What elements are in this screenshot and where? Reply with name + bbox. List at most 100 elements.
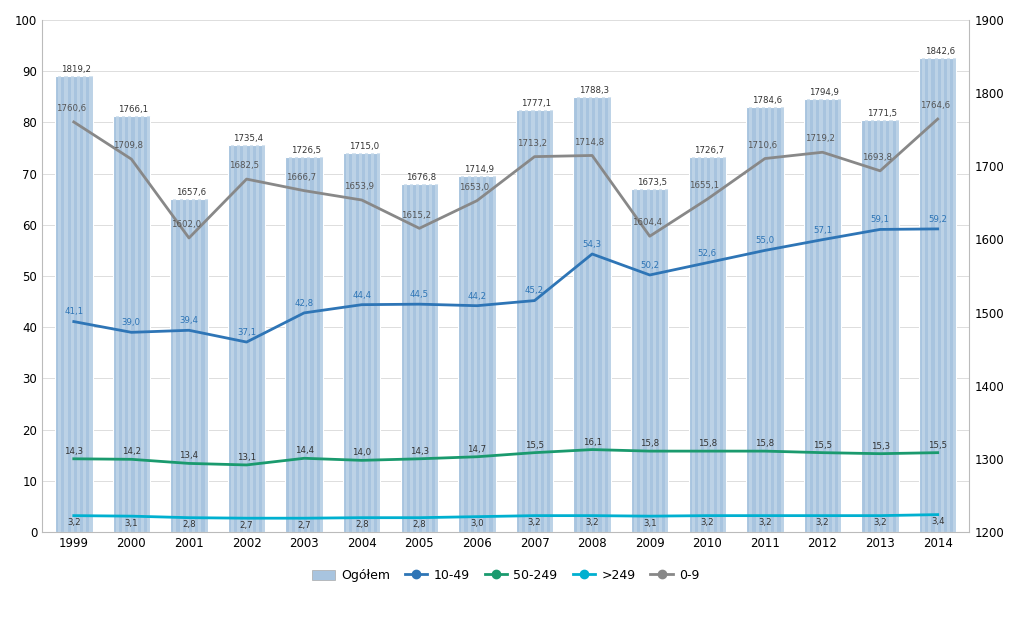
Bar <box>825 100 828 532</box>
Bar <box>435 184 438 532</box>
Text: 39,4: 39,4 <box>179 316 199 325</box>
Bar <box>861 120 899 532</box>
Text: 15,8: 15,8 <box>640 439 659 448</box>
Bar <box>371 153 374 532</box>
Text: 3,4: 3,4 <box>931 517 945 526</box>
Text: 54,3: 54,3 <box>583 240 601 249</box>
Bar <box>640 189 643 532</box>
Bar <box>807 100 810 532</box>
Bar <box>577 97 580 532</box>
Bar <box>595 97 598 532</box>
Text: 55,0: 55,0 <box>755 236 774 245</box>
Bar <box>813 100 816 532</box>
Text: 2,8: 2,8 <box>413 520 426 530</box>
Text: 15,5: 15,5 <box>525 441 544 450</box>
Bar <box>689 157 727 532</box>
Text: 1673,5: 1673,5 <box>637 178 666 187</box>
Bar <box>55 77 93 532</box>
Bar <box>128 115 131 532</box>
Bar <box>804 100 842 532</box>
Text: 1788,3: 1788,3 <box>579 85 609 95</box>
Bar <box>474 176 477 532</box>
Text: 1766,1: 1766,1 <box>118 105 149 114</box>
Text: 1713,2: 1713,2 <box>517 139 547 148</box>
Bar <box>692 157 695 532</box>
Text: 1710,6: 1710,6 <box>747 141 777 150</box>
Bar <box>659 189 662 532</box>
Bar <box>423 184 426 532</box>
Bar <box>653 189 656 532</box>
Bar <box>634 189 637 532</box>
Bar <box>173 199 176 532</box>
Bar <box>429 184 432 532</box>
Bar <box>607 97 610 532</box>
Bar <box>749 107 752 532</box>
Bar <box>934 59 937 532</box>
Bar <box>58 77 61 532</box>
Bar <box>147 115 150 532</box>
Bar <box>781 107 784 532</box>
Text: 44,5: 44,5 <box>410 290 429 299</box>
Bar <box>314 157 317 532</box>
Bar <box>941 59 944 532</box>
Bar <box>922 59 925 532</box>
Text: 3,0: 3,0 <box>470 519 484 528</box>
Text: 1715,0: 1715,0 <box>348 142 379 151</box>
Bar <box>704 157 707 532</box>
Text: 1719,2: 1719,2 <box>805 135 835 144</box>
Bar <box>768 107 771 532</box>
Bar <box>256 145 259 532</box>
Text: 14,2: 14,2 <box>122 447 141 456</box>
Bar <box>459 176 495 532</box>
Text: 15,8: 15,8 <box>698 439 717 448</box>
Bar <box>574 97 610 532</box>
Text: 1604,4: 1604,4 <box>632 218 662 227</box>
Text: 16,1: 16,1 <box>583 438 601 447</box>
Bar <box>544 110 547 532</box>
Bar <box>70 77 73 532</box>
Bar <box>116 115 119 532</box>
Text: 14,3: 14,3 <box>410 447 429 456</box>
Bar <box>84 77 87 532</box>
Bar <box>365 153 368 532</box>
Text: 2,8: 2,8 <box>355 520 369 530</box>
Bar <box>468 176 471 532</box>
Text: 1666,7: 1666,7 <box>286 173 316 182</box>
Text: 1714,9: 1714,9 <box>464 165 494 174</box>
Bar <box>762 107 765 532</box>
Bar <box>301 157 304 532</box>
Bar <box>64 77 67 532</box>
Bar <box>755 107 759 532</box>
Bar <box>237 145 240 532</box>
Bar <box>285 157 323 532</box>
Bar <box>76 77 81 532</box>
Text: 1653,9: 1653,9 <box>343 182 374 191</box>
Bar <box>698 157 701 532</box>
Text: 1682,5: 1682,5 <box>228 161 259 170</box>
Bar <box>308 157 311 532</box>
Bar <box>179 199 182 532</box>
Legend: Ogółem, 10-49, 50-249, >249, 0-9: Ogółem, 10-49, 50-249, >249, 0-9 <box>307 564 704 587</box>
Bar <box>774 107 777 532</box>
Text: 44,2: 44,2 <box>468 292 486 300</box>
Bar <box>871 120 874 532</box>
Bar <box>832 100 835 532</box>
Bar <box>193 199 196 532</box>
Text: 1655,1: 1655,1 <box>690 181 719 190</box>
Text: 3,1: 3,1 <box>124 519 139 528</box>
Bar <box>320 157 323 532</box>
Text: 15,5: 15,5 <box>928 441 948 450</box>
Text: 1735,4: 1735,4 <box>233 134 264 143</box>
Bar <box>205 199 208 532</box>
Text: 59,1: 59,1 <box>870 215 890 225</box>
Bar <box>538 110 541 532</box>
Text: 1784,6: 1784,6 <box>752 96 782 105</box>
Bar <box>244 145 247 532</box>
Bar <box>90 77 93 532</box>
Text: 1819,2: 1819,2 <box>61 65 91 74</box>
Bar <box>141 115 144 532</box>
Bar <box>343 153 380 532</box>
Text: 3,1: 3,1 <box>643 519 656 528</box>
Bar <box>250 145 253 532</box>
Bar <box>353 153 356 532</box>
